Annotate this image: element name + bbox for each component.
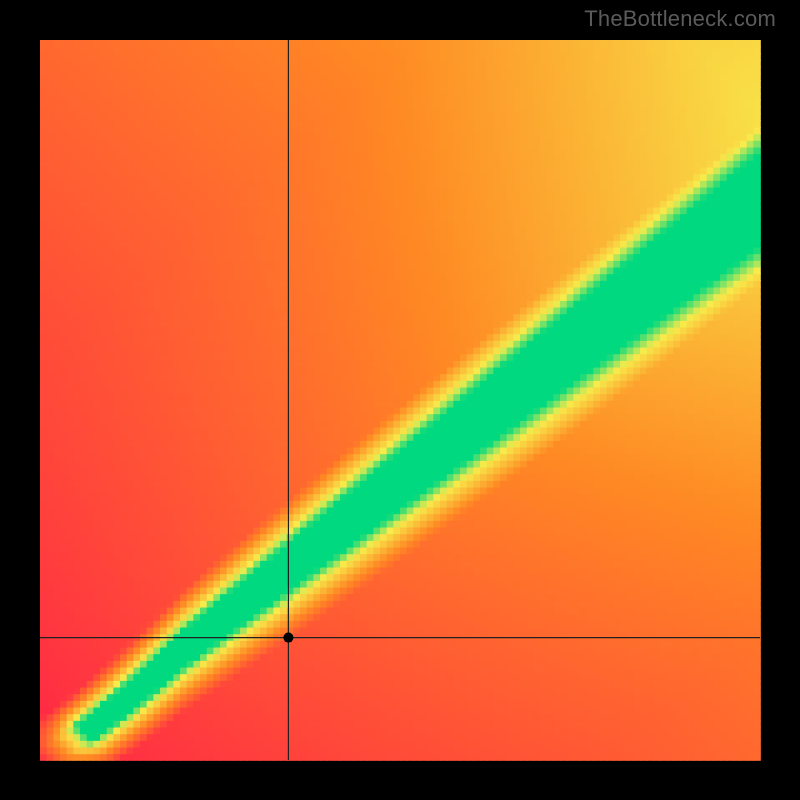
watermark-text: TheBottleneck.com (584, 6, 776, 32)
bottleneck-heatmap (0, 0, 800, 800)
chart-container: TheBottleneck.com (0, 0, 800, 800)
